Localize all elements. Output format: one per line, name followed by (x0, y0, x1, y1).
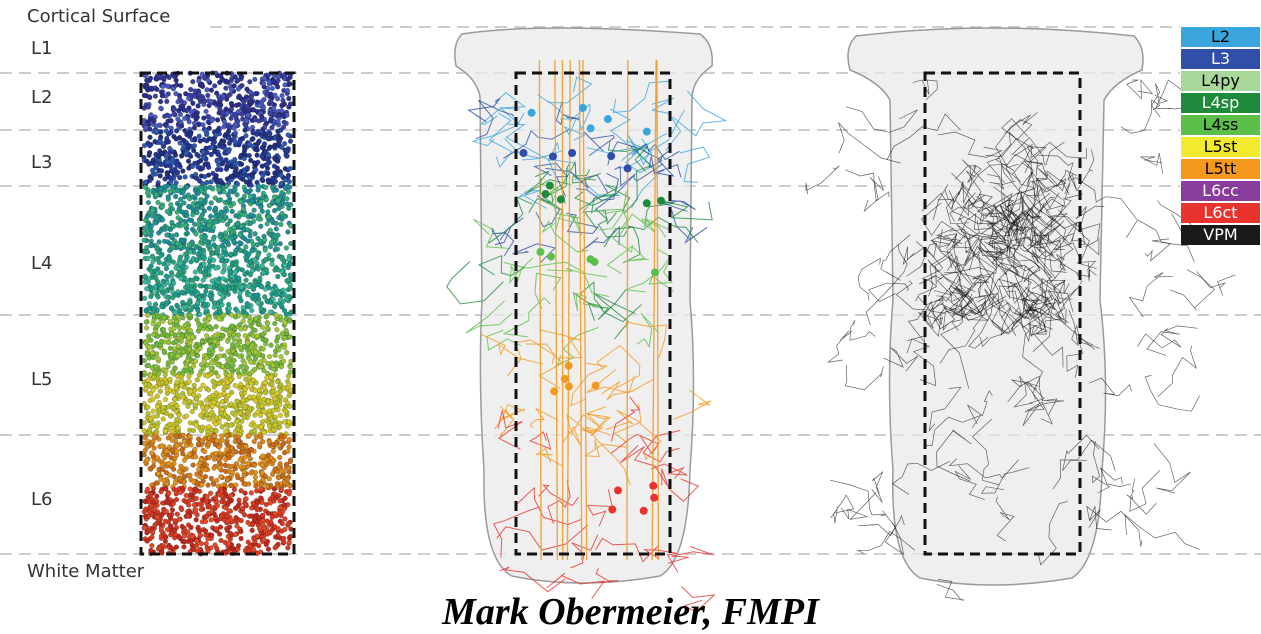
legend-label: L4py (1201, 71, 1240, 90)
legend-item-l5st: L5st (1181, 137, 1260, 157)
legend-item-l3: L3 (1181, 49, 1260, 69)
legend-item-l4sp: L4sp (1181, 93, 1260, 113)
legend-item-l4py: L4py (1181, 71, 1260, 91)
layer-label-l1: L1 (31, 38, 53, 59)
legend-label: VPM (1203, 225, 1238, 244)
cortical-surface-label: Cortical Surface (27, 6, 171, 27)
layer-label-l3: L3 (31, 152, 53, 173)
legend-item-l2: L2 (1181, 27, 1260, 47)
soma-column-dashed-box (139, 71, 296, 556)
axon-column-dashed-box (923, 71, 1082, 556)
soma-density-column (141, 70, 294, 557)
translucent-column-axons (847, 27, 1144, 586)
dendrite-column-dashed-box (514, 71, 672, 556)
legend-label: L5st (1203, 137, 1238, 156)
layer-label-l5: L5 (31, 369, 53, 390)
legend-item-vpm: VPM (1181, 225, 1260, 245)
white-matter-label: White Matter (27, 561, 145, 582)
legend-item-l5tt: L5tt (1181, 159, 1260, 179)
dendrite-reconstructions (446, 59, 728, 613)
legend-label: L2 (1210, 27, 1231, 46)
legend-label: L4sp (1201, 93, 1240, 112)
layer-label-l4: L4 (31, 253, 53, 274)
legend-label: L5tt (1204, 159, 1237, 178)
legend-label: L4ss (1202, 115, 1239, 134)
legend-item-l6ct: L6ct (1181, 203, 1260, 223)
legend-item-l6cc: L6cc (1181, 181, 1260, 201)
author-credit: Mark Obermeier, FMPI (442, 591, 819, 633)
cell-type-legend: L2 L3 L4py L4sp L4ss L5st L5tt L6cc L6ct… (1181, 27, 1260, 247)
layer-label-l6: L6 (31, 489, 53, 510)
legend-label: L6cc (1202, 181, 1239, 200)
legend-label: L6ct (1203, 203, 1238, 222)
legend-label: L3 (1210, 49, 1231, 68)
vpm-axon-reconstructions (805, 78, 1236, 601)
legend-item-l4ss: L4ss (1181, 115, 1260, 135)
layer-label-l2: L2 (31, 87, 53, 108)
